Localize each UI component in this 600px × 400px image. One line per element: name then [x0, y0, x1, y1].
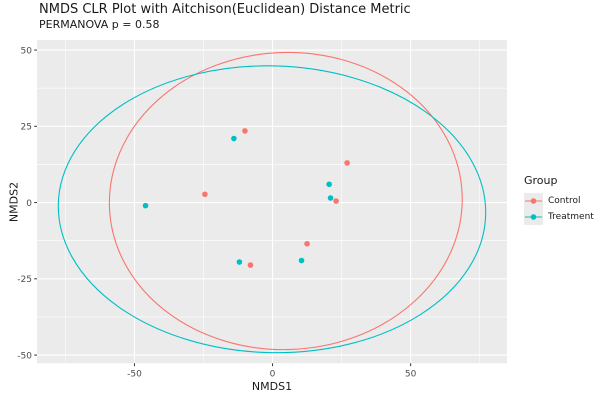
y-tick-label: -50	[17, 351, 32, 361]
legend-item-treatment: Treatment	[524, 209, 594, 226]
treatment-point	[327, 195, 334, 201]
legend-label-control: Control	[548, 196, 581, 207]
treatment-point	[326, 181, 332, 188]
treatment-point	[236, 259, 243, 265]
panel-background	[37, 40, 507, 364]
plot-subtitle: PERMANOVA p = 0.58	[39, 18, 160, 31]
y-tick-label: -25	[17, 275, 32, 285]
x-axis-title: NMDS1	[251, 380, 293, 393]
x-tick-label: 0	[270, 369, 276, 379]
legend-key-point	[530, 198, 537, 204]
legend-item-control: Control	[524, 193, 594, 210]
x-tick-label: -50	[127, 369, 142, 379]
control-ellipse	[108, 51, 463, 351]
treatment-point	[231, 135, 237, 142]
y-tick-label: 25	[21, 123, 32, 133]
legend-key-point	[530, 214, 537, 221]
control-point	[247, 262, 254, 268]
control-point	[333, 198, 339, 204]
y-axis-title: NMDS2	[7, 181, 21, 223]
y-tick-label: 50	[21, 46, 33, 56]
treatment-point	[298, 257, 305, 264]
y-tick-label: 0	[26, 199, 32, 209]
treatment-point	[142, 202, 149, 209]
plot-title: NMDS CLR Plot with Aitchison(Euclidean) …	[39, 2, 411, 17]
legend: Group Control Treatment	[524, 174, 594, 226]
control-point	[344, 160, 350, 166]
legend-key-treatment-icon	[524, 209, 543, 226]
treatment-ellipse	[57, 65, 487, 354]
control-point	[304, 240, 310, 247]
control-point	[202, 191, 208, 198]
legend-label-treatment: Treatment	[548, 212, 594, 223]
legend-title: Group	[524, 174, 558, 187]
legend-key-control-icon	[524, 193, 543, 210]
control-point	[242, 128, 248, 134]
x-tick-label: 50	[405, 369, 417, 379]
